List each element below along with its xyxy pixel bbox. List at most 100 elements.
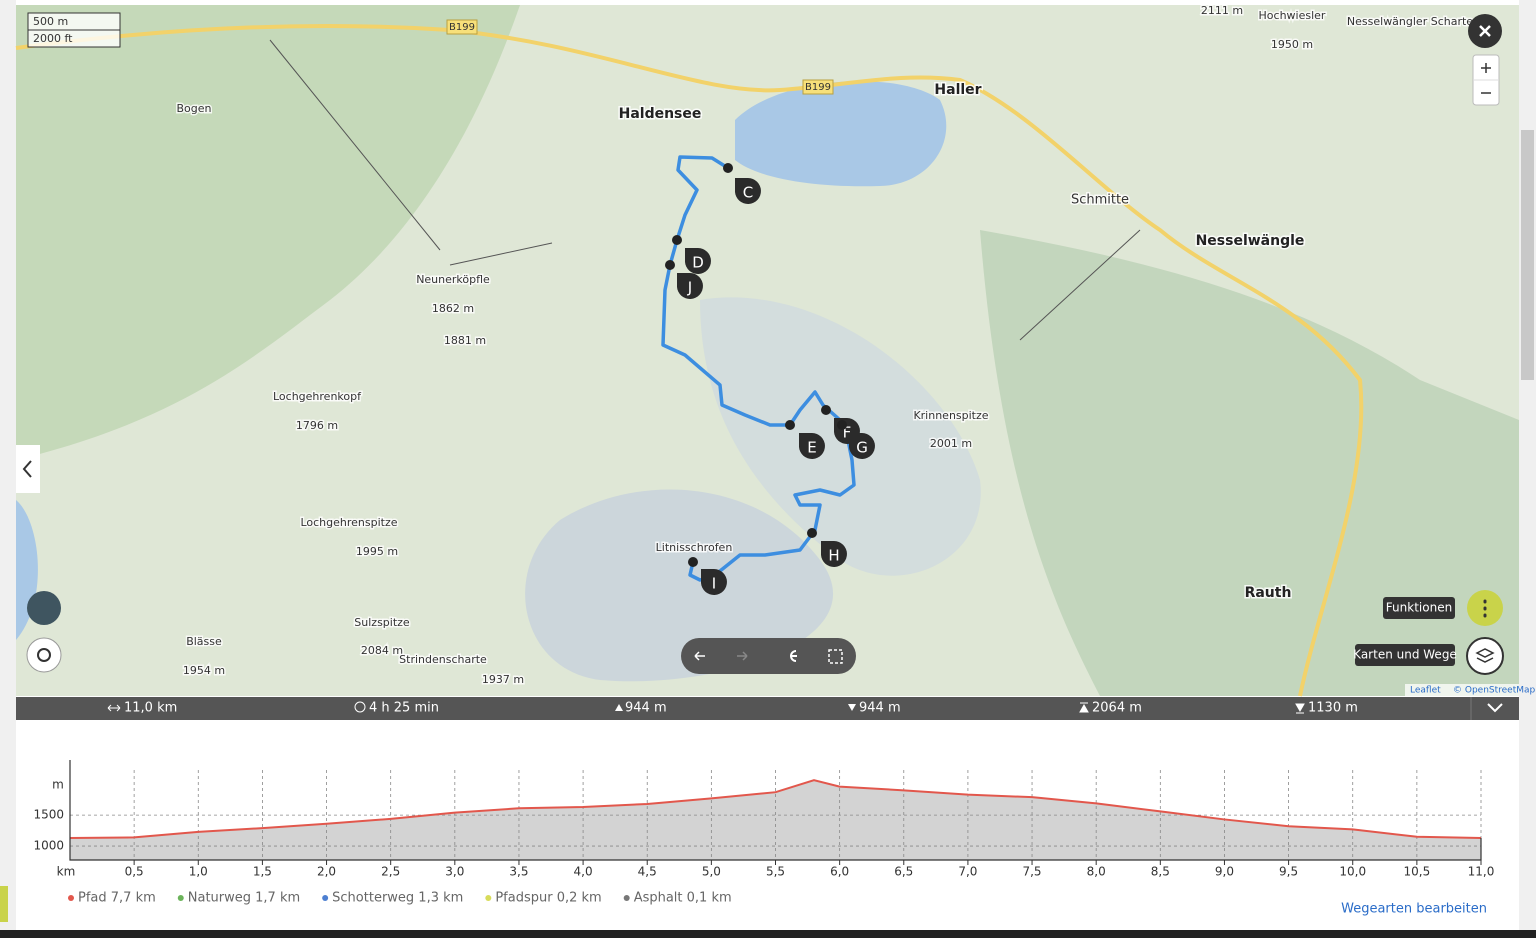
peak: Sulzspitze (354, 616, 410, 629)
waypoint-pin (735, 178, 761, 204)
place: Haller (934, 82, 981, 98)
locate-button[interactable] (26, 637, 62, 673)
road-label: B199 (449, 22, 475, 33)
layers-label: Karten und Wege (1353, 648, 1457, 662)
x-tick-label: 5,5 (766, 865, 785, 879)
collapse-button[interactable] (1487, 703, 1503, 713)
stat-max-altitude: 2064 m (1092, 701, 1142, 716)
stat-descent: 944 m (859, 701, 901, 716)
return-button[interactable] (790, 650, 797, 662)
peak-height: 1881 m (444, 334, 486, 347)
road (15, 24, 1364, 697)
waypoint-label: G (856, 439, 868, 457)
road-label: B199 (805, 82, 831, 93)
x-tick-label: 10,0 (1339, 865, 1366, 879)
x-tick-label: 9,0 (1215, 865, 1234, 879)
scale-label: 500 m (33, 15, 68, 28)
lift (269, 39, 441, 251)
lake (735, 81, 947, 187)
place: Bogen (177, 102, 212, 115)
x-tick-label: 6,5 (894, 865, 913, 879)
redo-button[interactable] (737, 651, 748, 661)
x-tick-label: 6,0 (830, 865, 849, 879)
map-labels: Haldensee Haller Schmitte Nesselwängle R… (175, 3, 1475, 688)
select-button[interactable] (828, 649, 843, 664)
edit-surfaces-link[interactable]: Wegearten bearbeiten (1341, 902, 1487, 917)
scrollbar-thumb (1521, 130, 1534, 380)
descent-icon (848, 704, 856, 711)
legend-label: Asphalt 0,1 km (634, 891, 732, 906)
place: Schmitte (1071, 193, 1129, 208)
attribution-link[interactable]: Leaflet (1410, 686, 1441, 696)
360-button[interactable] (27, 591, 61, 625)
legend-label: Pfadspur 0,2 km (495, 891, 601, 906)
waypoint-pin (799, 433, 825, 459)
waypoint-dot (837, 420, 847, 430)
x-tick-label: 7,0 (958, 865, 977, 879)
waypoint-label: J (687, 279, 692, 297)
legend-label: Schotterweg 1,3 km (332, 891, 463, 906)
map[interactable]: Haldensee Haller Schmitte Nesselwängle R… (15, 3, 1536, 697)
peak-height: 1937 m (482, 673, 524, 686)
max-icon (1079, 702, 1089, 713)
functions-label: Funktionen (1386, 601, 1452, 615)
place: Haldensee (619, 106, 702, 122)
waypoint-label: H (828, 547, 839, 565)
x-tick-label: 2,0 (317, 865, 336, 879)
y-tick-label: 1000 (33, 839, 64, 853)
legend-label: Pfad 7,7 km (78, 891, 156, 906)
tooltip (1383, 597, 1455, 619)
peak-height: 1995 m (356, 545, 398, 558)
x-tick-label: 7,5 (1022, 865, 1041, 879)
rock (525, 489, 834, 682)
panel-toggle[interactable] (16, 445, 40, 493)
x-tick-label: 2,5 (381, 865, 400, 879)
peak-height: 1950 m (1271, 38, 1313, 51)
legend-dot (68, 895, 74, 901)
peak-height: 1862 m (432, 302, 474, 315)
stat-duration: 4 h 25 min (369, 701, 439, 716)
peak-height: 2001 m (930, 437, 972, 450)
waypoint-label: E (807, 439, 816, 457)
x-tick-label: 5,0 (702, 865, 721, 879)
layers-button[interactable] (1466, 637, 1504, 675)
side-tab (0, 886, 8, 922)
zoom-in[interactable] (1481, 63, 1491, 73)
ascent-icon (615, 704, 623, 711)
peak-height: 2111 m (1201, 4, 1243, 17)
place: Rauth (1245, 585, 1292, 601)
road-shield (446, 19, 478, 35)
legend-dot (177, 895, 184, 901)
close-icon (1479, 25, 1491, 37)
stat-min-altitude: 1130 m (1308, 701, 1358, 716)
attribution-link[interactable]: © OpenStreetMap (1453, 686, 1536, 696)
peak: Lochgehrenkopf (273, 390, 362, 403)
waypoint-label: F (843, 424, 852, 442)
road-shield (802, 79, 834, 95)
legend-dot (322, 895, 329, 901)
undo-button[interactable] (694, 651, 705, 661)
waypoint-pin (701, 569, 727, 595)
waypoint-label: C (743, 184, 753, 202)
legend-label: Naturweg 1,7 km (188, 891, 300, 906)
chevron (22, 460, 32, 478)
waypoint-dot (688, 557, 698, 567)
peak-height: 1954 m (183, 664, 225, 677)
layers-icon (1475, 648, 1495, 663)
bottom-bar (0, 930, 1536, 938)
legend-dot (623, 895, 630, 901)
stat-distance: 11,0 km (124, 701, 177, 716)
x-tick-label: 8,5 (1151, 865, 1170, 879)
forest (16, 5, 520, 460)
x-tick-label: 1,5 (253, 865, 272, 879)
peak: Litnisschrofen (656, 541, 733, 554)
peak: Krinnenspitze (913, 409, 988, 422)
pass: Nesselwängler Scharte (1347, 15, 1473, 28)
waypoint-pin (677, 273, 703, 299)
road-shields: B199 B199 (446, 19, 834, 95)
peak: Lochgehrenspitze (300, 516, 397, 529)
x-tick-label: 3,0 (445, 865, 464, 879)
